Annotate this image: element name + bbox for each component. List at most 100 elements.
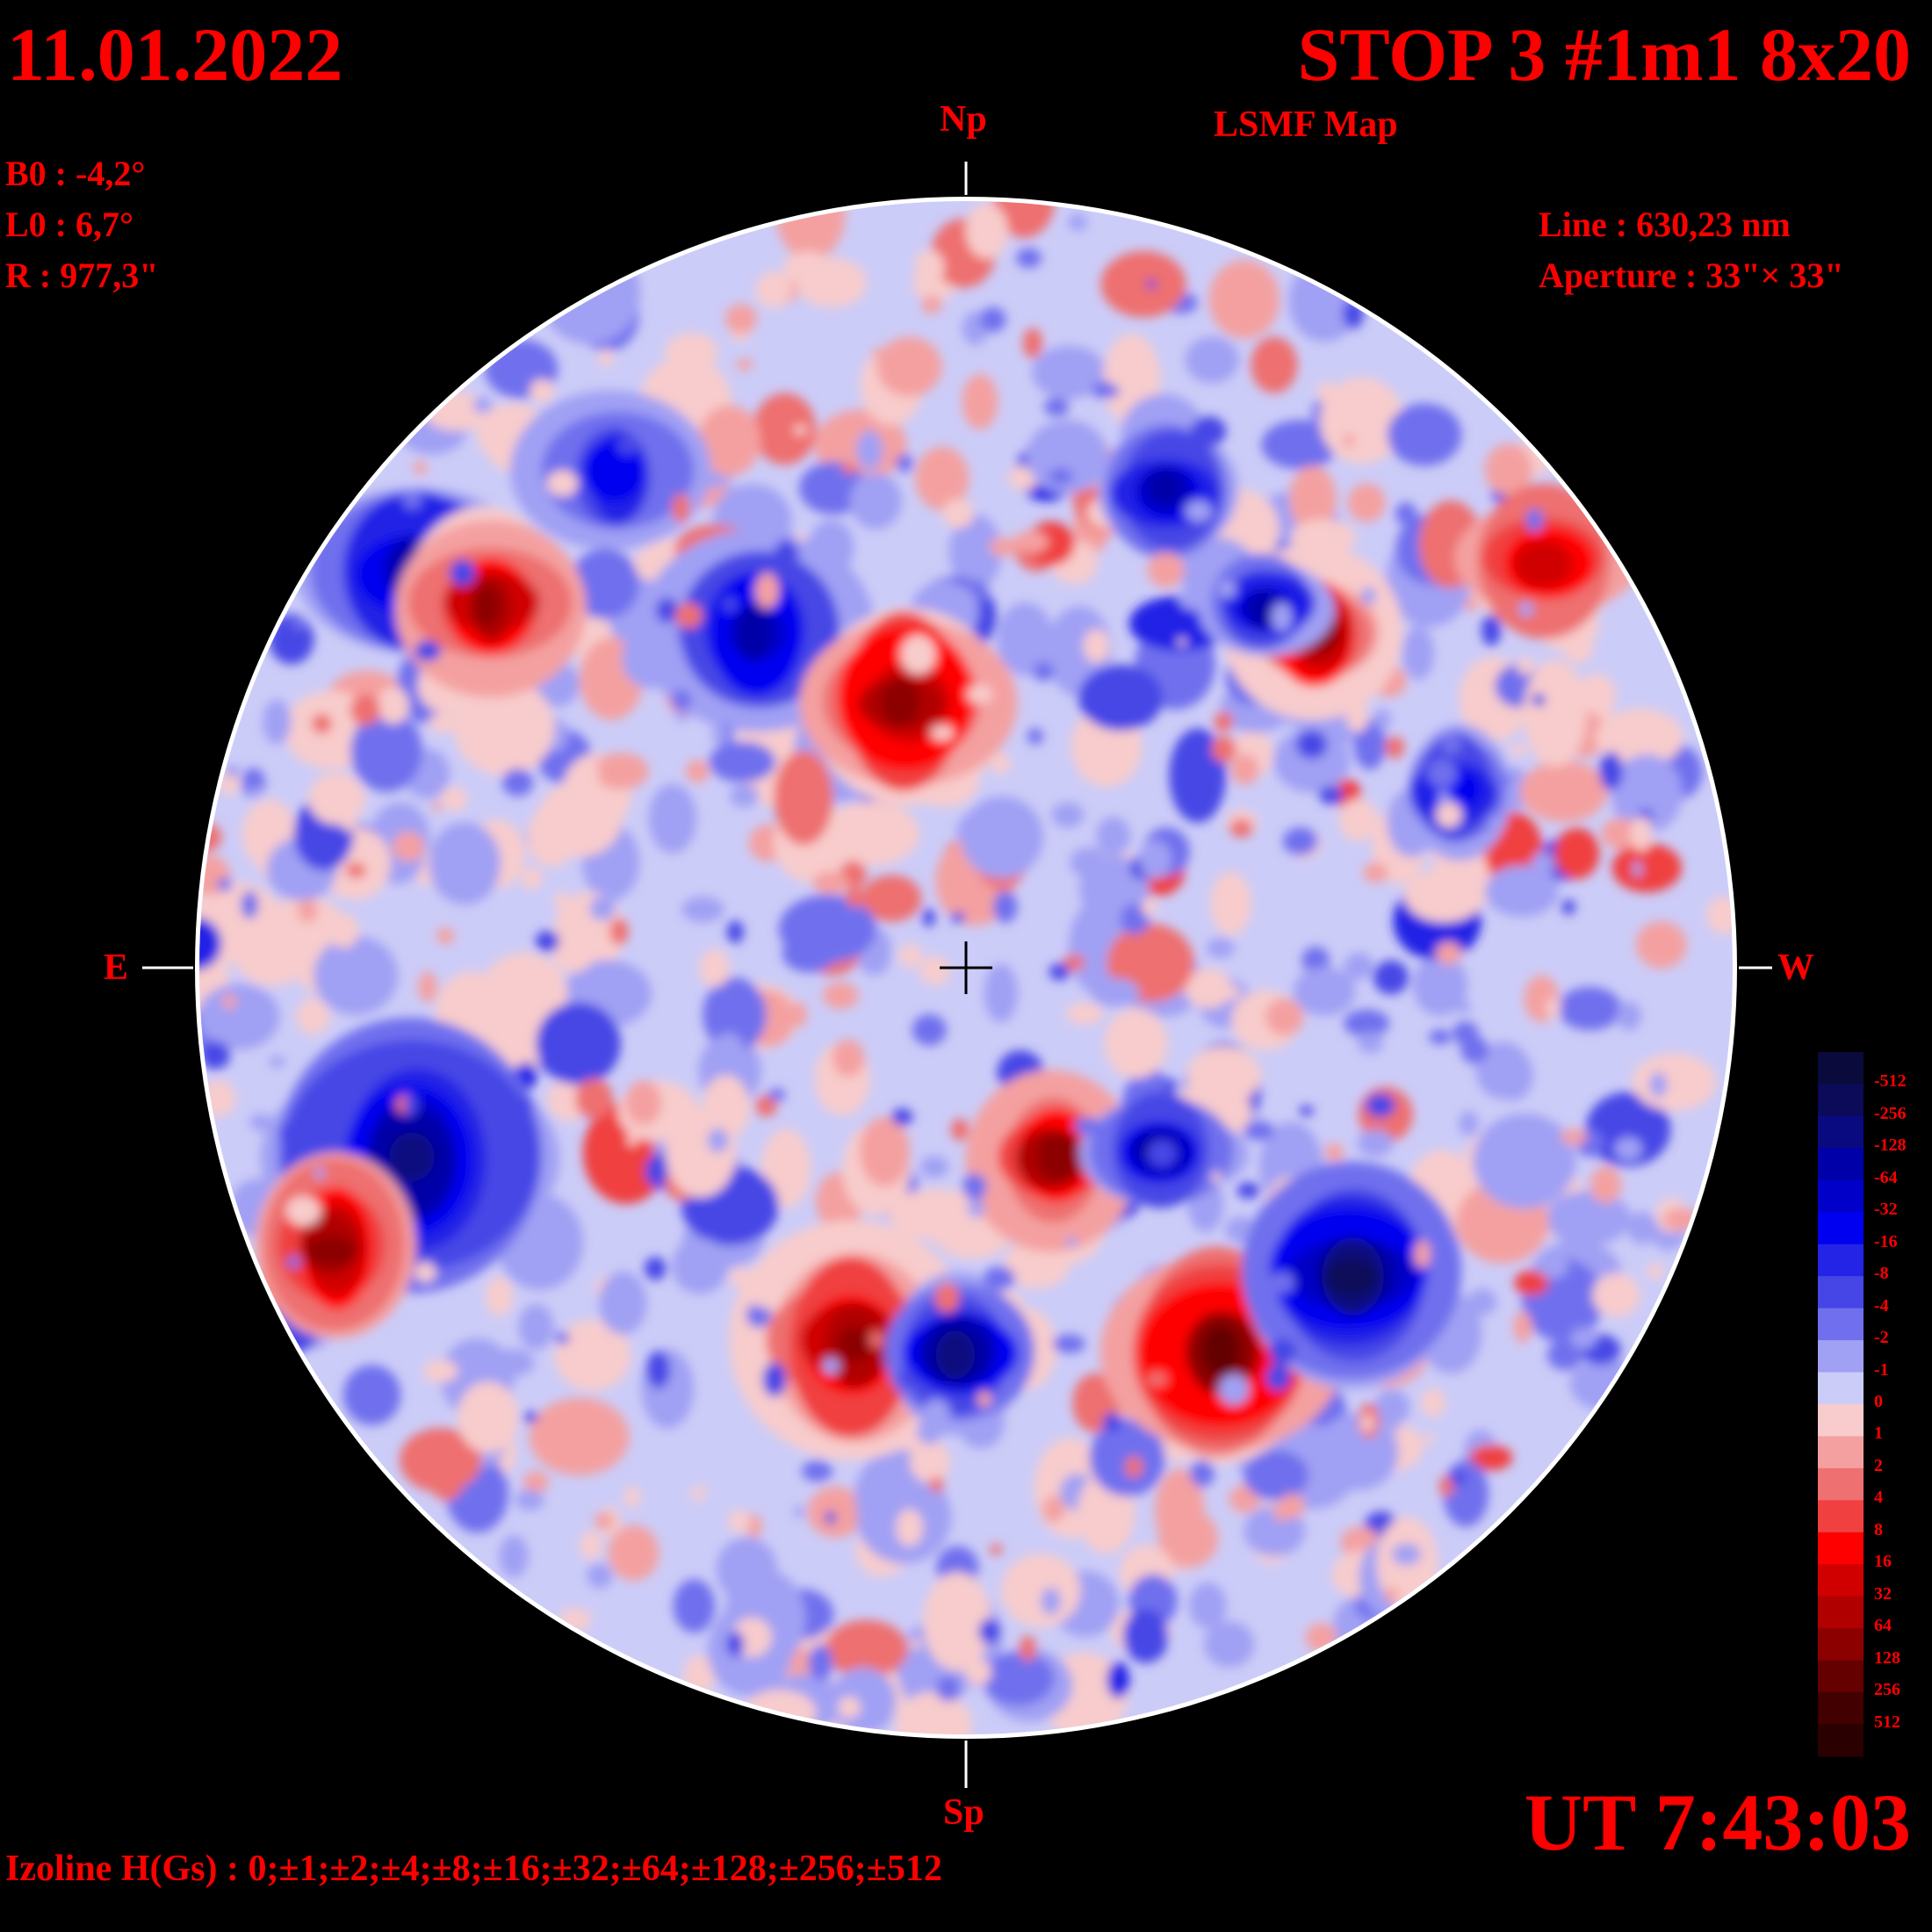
field-patch (1508, 744, 1528, 756)
field-patch (1344, 952, 1374, 980)
field-patch (1481, 614, 1502, 646)
field-patch (535, 930, 560, 953)
field-patch (910, 1440, 950, 1483)
field-patch (1469, 1445, 1513, 1471)
field-patch (569, 548, 639, 619)
field-patch (1518, 602, 1534, 617)
field-patch (965, 203, 1008, 259)
field-patch (1611, 753, 1683, 833)
field-patch (1429, 1029, 1452, 1045)
field-patch (922, 908, 935, 927)
field-patch (648, 783, 697, 854)
field-patch (807, 1486, 864, 1538)
field-patch (1001, 1554, 1081, 1627)
field-patch (1514, 1270, 1549, 1296)
field-patch (285, 1195, 321, 1226)
field-patch (1146, 1371, 1168, 1388)
field-patch (1188, 1582, 1227, 1629)
field-patch (232, 912, 312, 986)
field-patch (1424, 1433, 1436, 1444)
field-patch (754, 1095, 778, 1117)
colorbar-label: -64 (1874, 1167, 1898, 1187)
field-patch (1519, 761, 1608, 823)
field-patch (1570, 1327, 1597, 1350)
field-patch (900, 634, 936, 674)
field-patch (791, 1001, 807, 1027)
field-patch (1288, 465, 1337, 533)
field-patch (1271, 602, 1293, 631)
field-patch (849, 472, 902, 530)
colorbar-segment (1818, 1115, 1864, 1149)
field-patch (1344, 434, 1355, 448)
field-patch (278, 1121, 299, 1145)
colorbar-label: 4 (1874, 1488, 1883, 1508)
colorbar-label: 32 (1874, 1583, 1892, 1604)
field-patch (1208, 260, 1280, 339)
field-patch (627, 1133, 638, 1147)
field-patch (1027, 727, 1043, 745)
field-patch (1590, 1165, 1622, 1204)
field-patch (1531, 851, 1554, 879)
field-patch (1031, 345, 1107, 400)
field-patch (1185, 968, 1232, 1009)
field-patch (1049, 962, 1071, 981)
field-patch (1243, 1121, 1275, 1141)
field-patch (962, 373, 998, 430)
field-patch (728, 1510, 751, 1533)
field-patch (389, 1132, 435, 1182)
field-patch (1068, 213, 1088, 232)
orientation-ticks (142, 162, 1772, 1788)
field-patch (997, 602, 1054, 676)
field-patch (1043, 397, 1070, 417)
field-patch (1125, 1455, 1143, 1479)
field-patch (1360, 587, 1377, 605)
field-patch (286, 1256, 301, 1268)
field-patch (916, 1419, 942, 1445)
field-patch (703, 977, 767, 1052)
field-patch (297, 898, 318, 923)
field-patch (306, 1236, 357, 1267)
field-patch (1089, 1418, 1165, 1497)
field-patch (965, 1659, 992, 1686)
field-patch (418, 971, 437, 1003)
field-patch (1627, 1211, 1657, 1245)
radius-value: R : 977,3" (5, 256, 159, 295)
field-patch (1525, 508, 1544, 532)
field-patch (498, 365, 523, 392)
field-patch (793, 1505, 804, 1518)
colorbar-label: 16 (1874, 1552, 1892, 1572)
field-patch (1546, 998, 1561, 1019)
field-patch (895, 1691, 972, 1734)
colorbar-label: 256 (1874, 1680, 1900, 1700)
field-patch (523, 1411, 539, 1423)
field-patch (1585, 1092, 1671, 1167)
field-patch (825, 1619, 908, 1678)
field-patch (1319, 377, 1404, 465)
field-patch (871, 348, 888, 358)
field-patch (1561, 1128, 1588, 1146)
field-patch (1569, 1358, 1639, 1410)
field-patch (726, 1631, 745, 1657)
field-patch (221, 994, 237, 1010)
field-patch (523, 1471, 549, 1494)
field-patch (328, 913, 359, 948)
field-patch (1078, 664, 1164, 732)
field-patch (729, 1267, 753, 1287)
colorbar-label: 8 (1874, 1519, 1883, 1539)
field-patch (472, 396, 493, 414)
field-patch (845, 888, 864, 908)
b0-value: B0 : -4,2° (5, 154, 146, 193)
field-patch (449, 559, 476, 587)
field-patch (950, 912, 965, 923)
field-patch (1353, 718, 1386, 770)
colorbar-segment (1818, 1628, 1864, 1662)
field-patch (1599, 751, 1623, 791)
field-patch (1387, 403, 1462, 466)
field-patch (702, 1075, 750, 1140)
field-patch (1013, 530, 1049, 553)
field-patch (1440, 732, 1461, 755)
colorbar-label: -4 (1874, 1295, 1889, 1316)
field-patch (1395, 501, 1417, 526)
field-patch (1385, 1587, 1399, 1604)
field-patch (404, 1093, 418, 1116)
